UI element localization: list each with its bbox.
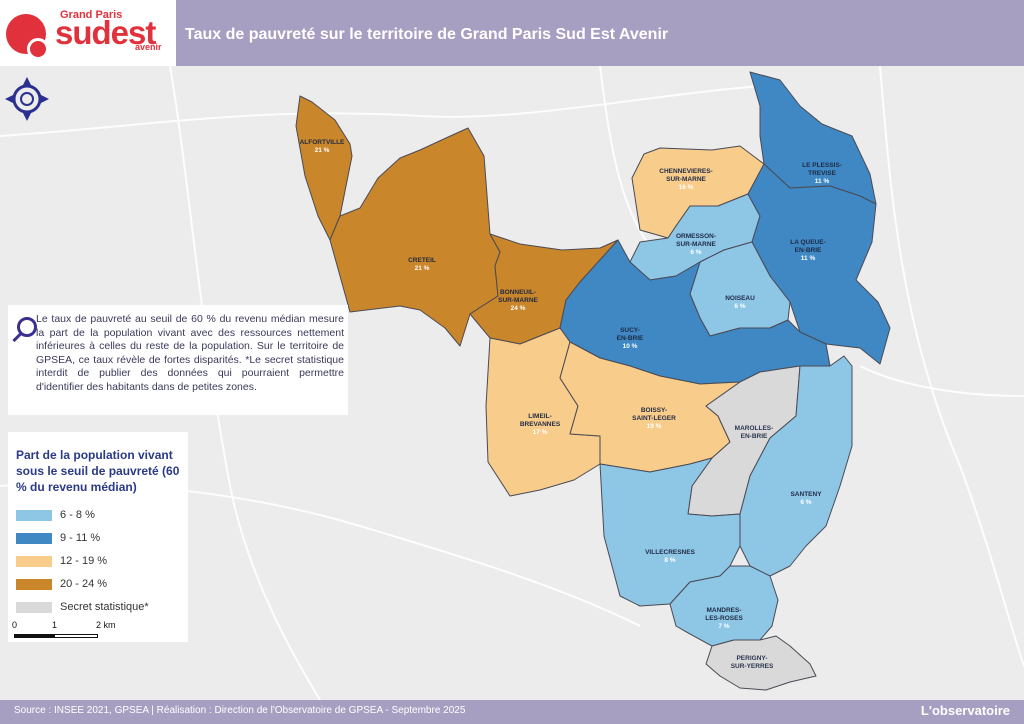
label-alfortville: ALFORTVILLE	[300, 139, 345, 146]
label-limeil-2: BREVANNES	[520, 421, 561, 428]
legend-swatch	[16, 533, 52, 544]
label-bonneuil-1: BONNEUIL-	[500, 289, 536, 296]
gpsea-logo: Grand Paris sudest avenir	[0, 0, 176, 66]
legend-title: Part de la population vivant sous le seu…	[16, 448, 180, 494]
scale-tick-1: 1	[52, 620, 58, 630]
legend-label: 20 - 24 %	[60, 578, 108, 590]
basemap-roads	[0, 66, 1024, 700]
commune-santeny[interactable]	[739, 355, 853, 577]
scale-segment-dark	[14, 634, 54, 638]
label-laqueue-2: EN-BRIE	[795, 247, 822, 254]
label-chennevieres-2: SUR-MARNE	[666, 176, 706, 183]
legend-label: 6 - 8 %	[60, 509, 95, 521]
label-ormesson-1: ORMESSON-	[676, 233, 716, 240]
commune-mandres[interactable]	[669, 565, 779, 647]
pct-creteil: 21 %	[415, 265, 430, 272]
map-title: Taux de pauvreté sur le territoire de Gr…	[185, 26, 669, 43]
label-plessis-1: LE PLESSIS-	[802, 162, 842, 169]
label-mandres-2: LES-ROSES	[705, 615, 743, 622]
scale-tick-2: 2 km	[96, 620, 116, 630]
magnifier-handle	[12, 332, 22, 343]
pct-alfortville: 21 %	[315, 147, 330, 154]
label-perigny-2: SUR-YERRES	[731, 663, 774, 670]
pct-limeil: 17 %	[533, 429, 548, 436]
legend-label: Secret statistique*	[60, 601, 149, 613]
legend-label: 12 - 19 %	[60, 555, 108, 567]
label-perigny-1: PERIGNY-	[736, 655, 767, 662]
logo-top-text: Grand Paris	[60, 9, 123, 21]
north-arrow-icon	[5, 77, 49, 121]
legend-swatch	[16, 556, 52, 567]
label-laqueue-1: LA QUEUE-	[790, 239, 826, 246]
label-chennevieres-1: CHENNEVIERES-	[659, 168, 712, 175]
legend-swatch	[16, 602, 52, 613]
label-noiseau: NOISEAU	[725, 295, 755, 302]
label-marolles-1: MAROLLES-	[735, 425, 774, 432]
label-ormesson-2: SUR-MARNE	[676, 241, 716, 248]
magnifier-icon	[17, 317, 37, 337]
pct-boissy: 19 %	[647, 423, 662, 430]
label-boissy-2: SAINT-LEGER	[632, 415, 676, 422]
label-villecresnes: VILLECRESNES	[645, 549, 696, 556]
pct-bonneuil: 24 %	[511, 305, 526, 312]
legend: Part de la population vivant sous le seu…	[8, 432, 188, 642]
label-limeil-1: LIMEIL-	[528, 413, 551, 420]
logo-sub-text: avenir	[135, 42, 162, 52]
commune-labels: ALFORTVILLE 21 % CRETEIL 21 % BONNEUIL- …	[300, 139, 842, 670]
info-text: Le taux de pauvreté au seuil de 60 % du …	[36, 313, 344, 393]
logo-small-circle	[27, 38, 49, 60]
label-boissy-1: BOISSY-	[641, 407, 667, 414]
legend-swatch	[16, 579, 52, 590]
legend-label: 9 - 11 %	[60, 532, 101, 544]
label-sucy-2: EN-BRIE	[617, 335, 644, 342]
map-canvas[interactable]: ALFORTVILLE 21 % CRETEIL 21 % BONNEUIL- …	[0, 66, 1024, 700]
commune-perigny[interactable]	[705, 635, 817, 691]
label-mandres-1: MANDRES-	[706, 607, 741, 614]
legend-swatch	[16, 510, 52, 521]
info-box: Le taux de pauvreté au seuil de 60 % du …	[8, 305, 348, 415]
pct-mandres: 7 %	[718, 623, 729, 630]
scale-segment-light	[54, 634, 98, 638]
pct-santeny: 6 %	[800, 499, 811, 506]
pct-chennevieres: 16 %	[679, 184, 694, 191]
scale-bar: 0 1 2 km	[12, 620, 122, 650]
source-text: Source : INSEE 2021, GPSEA | Réalisation…	[14, 705, 466, 716]
observatoire-logo: L'observatoire	[920, 703, 1010, 718]
label-marolles-2: EN-BRIE	[741, 433, 768, 440]
label-bonneuil-2: SUR-MARNE	[498, 297, 538, 304]
commune-alfortville[interactable]	[295, 95, 353, 241]
pct-laqueue: 11 %	[801, 255, 816, 262]
scale-tick-0: 0	[12, 620, 18, 630]
pct-ormesson: 6 %	[690, 249, 701, 256]
footer-bar: Source : INSEE 2021, GPSEA | Réalisation…	[0, 700, 1024, 724]
pct-noiseau: 6 %	[734, 303, 745, 310]
label-plessis-2: TREVISE	[808, 170, 836, 177]
header-bar: Grand Paris sudest avenir Taux de pauvre…	[0, 0, 1024, 66]
label-santeny: SANTENY	[790, 491, 822, 498]
logo-main-text: sudest	[55, 14, 156, 51]
label-sucy-1: SUCY-	[620, 327, 640, 334]
commune-villecresnes[interactable]	[599, 457, 741, 607]
label-creteil: CRETEIL	[408, 257, 436, 264]
pct-sucy: 10 %	[623, 343, 638, 350]
pct-villecresnes: 8 %	[664, 557, 675, 564]
pct-plessis: 11 %	[815, 178, 830, 185]
